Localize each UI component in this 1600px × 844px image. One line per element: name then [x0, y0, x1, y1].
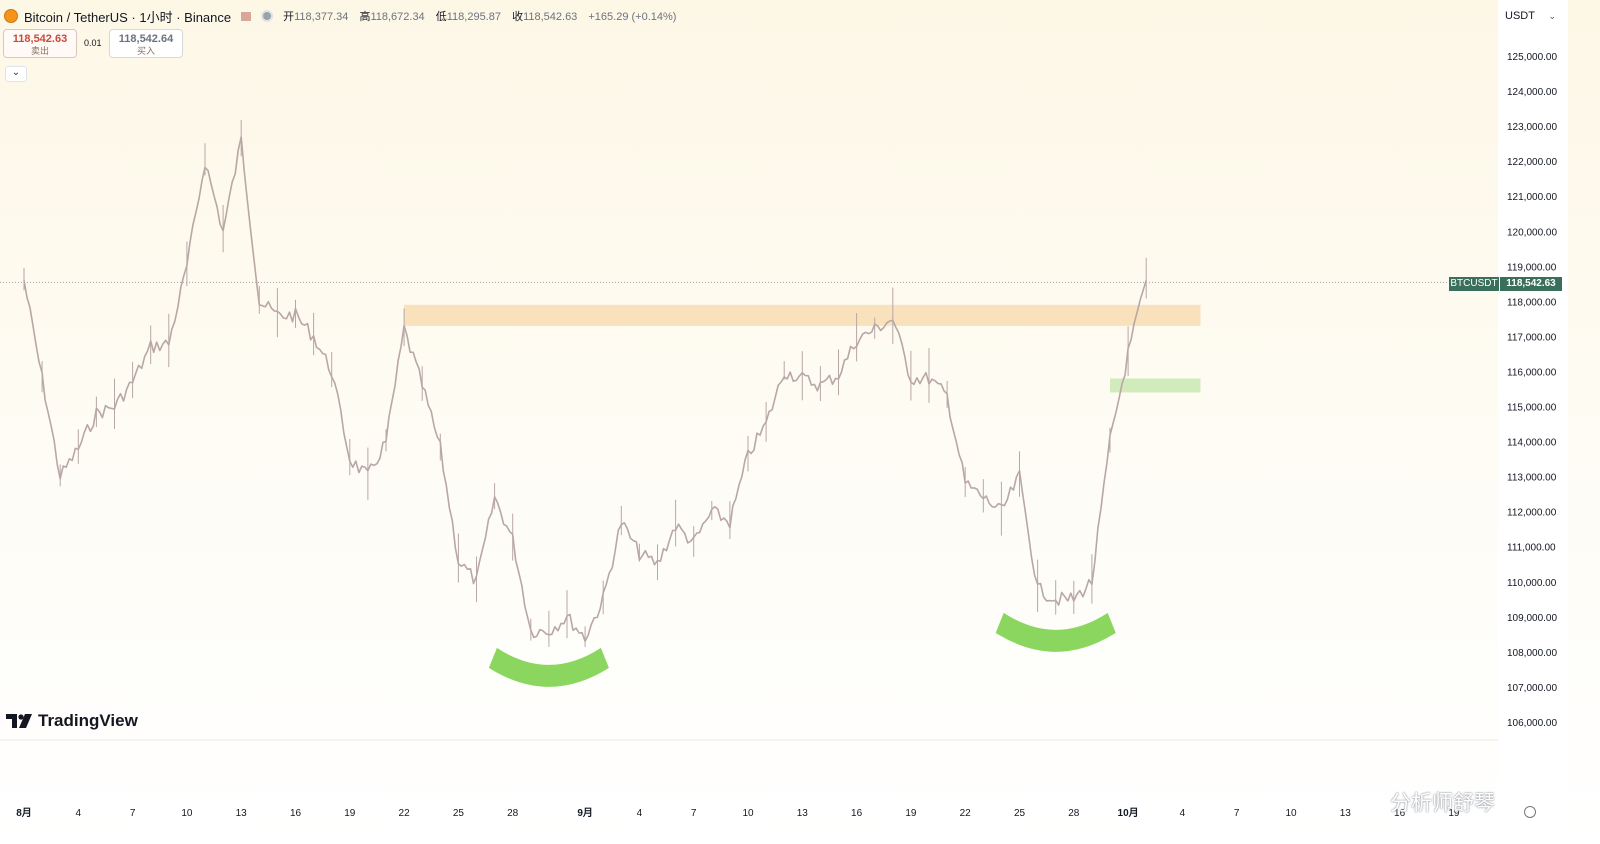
x-tick-label: 7: [1234, 808, 1240, 819]
y-tick-label: 110,000.00: [1507, 578, 1557, 589]
author-watermark: 分析师舒琴: [1390, 792, 1495, 815]
support-zone: [1110, 378, 1201, 393]
x-tick-label: 16: [1394, 808, 1406, 819]
settings-icon[interactable]: [1524, 806, 1536, 818]
tradingview-logo-icon: [6, 714, 32, 728]
x-tick-label: 7: [691, 808, 697, 819]
x-tick-label: 4: [76, 808, 82, 819]
x-tick-label: 28: [1068, 808, 1080, 819]
x-tick-label: 13: [236, 808, 248, 819]
x-tick-label: 10: [181, 808, 193, 819]
y-tick-label: 108,000.00: [1507, 648, 1557, 659]
buy-button[interactable]: 118,542.64 买入: [109, 29, 183, 58]
y-tick-label: 122,000.00: [1507, 157, 1557, 168]
market-status-icon: [261, 10, 274, 22]
x-tick-label: 19: [905, 808, 917, 819]
currency-select[interactable]: USDT ⌄: [1500, 6, 1560, 26]
x-tick-label: 25: [453, 808, 465, 819]
x-tick-label: 4: [1180, 808, 1186, 819]
x-tick-label: 22: [399, 808, 411, 819]
x-tick-label: 8月: [16, 807, 32, 819]
x-tick-label: 10: [1285, 808, 1297, 819]
x-tick-label: 16: [290, 808, 302, 819]
last-price-tag: 118,542.63: [1500, 277, 1562, 291]
flag-icon[interactable]: [241, 11, 252, 21]
change-value: +165.29 (+0.14%): [588, 11, 677, 23]
x-tick-label: 4: [637, 808, 643, 819]
y-tick-label: 114,000.00: [1507, 438, 1557, 449]
close-value: 118,542.63: [523, 11, 578, 23]
bottom-arc-1: [488, 647, 609, 687]
x-tick-label: 19: [1448, 808, 1460, 819]
y-tick-label: 119,000.00: [1507, 262, 1557, 273]
x-tick-label: 10: [742, 808, 754, 819]
x-tick-label: 16: [851, 808, 863, 819]
time-axis-panel: [0, 800, 1568, 824]
x-tick-label: 13: [797, 808, 809, 819]
symbol-price-tag: BTCUSDT: [1449, 277, 1499, 291]
bottom-arc-2: [995, 612, 1116, 652]
buy-label: 买入: [136, 46, 155, 56]
buy-price: 118,542.64: [118, 33, 174, 45]
high-value: 118,672.34: [370, 11, 425, 23]
symbol-title[interactable]: Bitcoin / TetherUS · 1小时 · Binance: [24, 9, 232, 25]
x-tick-label: 13: [1340, 808, 1352, 819]
x-tick-label: 7: [130, 808, 136, 819]
y-tick-label: 115,000.00: [1507, 403, 1557, 414]
y-tick-label: 120,000.00: [1507, 227, 1557, 238]
y-tick-label: 117,000.00: [1507, 332, 1557, 343]
x-tick-label: 22: [960, 808, 972, 819]
price-axis-panel: [1498, 0, 1568, 844]
x-tick-label: 19: [344, 808, 356, 819]
sell-button[interactable]: 118,542.63 卖出: [3, 29, 77, 58]
y-tick-label: 109,000.00: [1507, 613, 1557, 624]
price-series-line: [23, 136, 1147, 643]
y-tick-label: 111,000.00: [1507, 543, 1556, 554]
collapse-button[interactable]: ⌄: [5, 66, 27, 82]
tradingview-logo[interactable]: TradingView: [6, 711, 138, 731]
chevron-down-icon: ⌄: [1548, 11, 1556, 21]
bitcoin-icon: [4, 9, 18, 23]
y-tick-label: 116,000.00: [1507, 367, 1557, 378]
sell-label: 卖出: [30, 46, 49, 56]
ohlc-readout: 开118,377.34 高118,672.34 低118,295.87 收118…: [283, 11, 677, 23]
x-tick-label: 28: [507, 808, 519, 819]
y-tick-label: 106,000.00: [1507, 718, 1557, 729]
y-tick-label: 107,000.00: [1507, 683, 1557, 694]
y-tick-label: 125,000.00: [1507, 52, 1557, 63]
low-value: 118,295.87: [446, 11, 501, 23]
x-tick-label: 25: [1014, 808, 1026, 819]
open-value: 118,377.34: [294, 11, 349, 23]
y-tick-label: 113,000.00: [1507, 473, 1557, 484]
chevron-down-icon: ⌄: [11, 67, 21, 78]
resistance-zone: [404, 304, 1201, 326]
tradingview-logo-text: TradingView: [38, 711, 138, 730]
y-tick-label: 123,000.00: [1507, 122, 1557, 133]
y-tick-label: 124,000.00: [1507, 87, 1557, 98]
chart-header: Bitcoin / TetherUS · 1小时 · Binance 开118,…: [4, 6, 676, 26]
sell-price: 118,542.63: [12, 33, 68, 45]
y-tick-label: 118,000.00: [1507, 297, 1557, 308]
y-tick-label: 121,000.00: [1507, 192, 1557, 203]
spread-value: 0.01: [84, 38, 102, 48]
x-tick-label: 9月: [577, 807, 593, 819]
y-tick-label: 112,000.00: [1507, 508, 1557, 519]
x-tick-label: 10月: [1118, 807, 1139, 819]
currency-label: USDT: [1505, 10, 1535, 22]
